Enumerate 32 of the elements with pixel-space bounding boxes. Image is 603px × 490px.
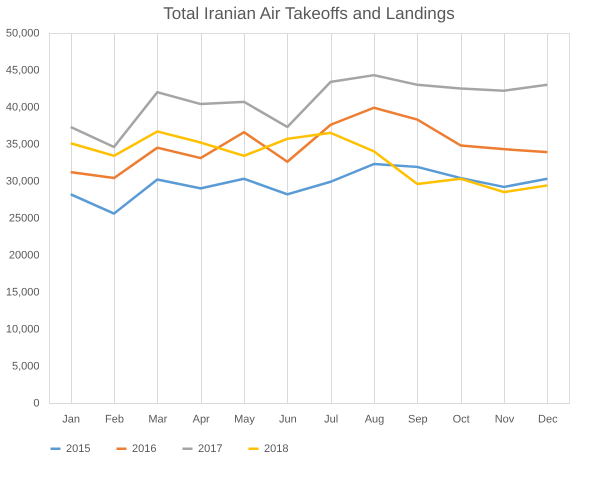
x-tick-label: Apr: [192, 414, 210, 426]
legend-label: 2015: [66, 442, 90, 455]
y-tick-label: 45,000: [6, 64, 40, 76]
y-tick-label: 40,000: [6, 102, 40, 114]
line-series: [69, 74, 549, 148]
legend-label: 2017: [198, 442, 222, 455]
y-tick-label: 20000: [8, 250, 40, 262]
legend-label: 2016: [132, 442, 156, 455]
line-series: [69, 106, 549, 180]
y-tick-label: 0: [33, 398, 40, 410]
y-tick-label: 50,000: [6, 28, 40, 40]
x-tick-label: Aug: [364, 414, 384, 426]
y-tick-label: 10,000: [6, 324, 40, 336]
y-tick-label: 30,000: [6, 176, 40, 188]
y-tick-label: 35,000: [6, 138, 40, 150]
x-tick-label: Feb: [105, 414, 124, 426]
x-tick-label: Jan: [62, 414, 80, 426]
x-tick-label: Mar: [148, 414, 168, 426]
x-tick-label: May: [234, 414, 256, 426]
x-tick-label: Sep: [408, 414, 428, 426]
x-tick-label: Jul: [324, 414, 338, 426]
x-tick-label: Jun: [278, 414, 297, 426]
line-series: [69, 162, 549, 215]
y-tick-label: 25000: [8, 212, 40, 224]
y-tick-label: 15,000: [6, 286, 40, 298]
line-series: [69, 130, 549, 194]
chart-title: Total Iranian Air Takeoffs and Landings: [163, 4, 455, 23]
x-tick-label: Dec: [538, 414, 558, 426]
legend-label: 2018: [264, 442, 288, 455]
y-tick-label: 5,000: [12, 360, 40, 372]
x-tick-label: Oct: [452, 414, 470, 426]
x-tick-label: Nov: [494, 414, 515, 426]
